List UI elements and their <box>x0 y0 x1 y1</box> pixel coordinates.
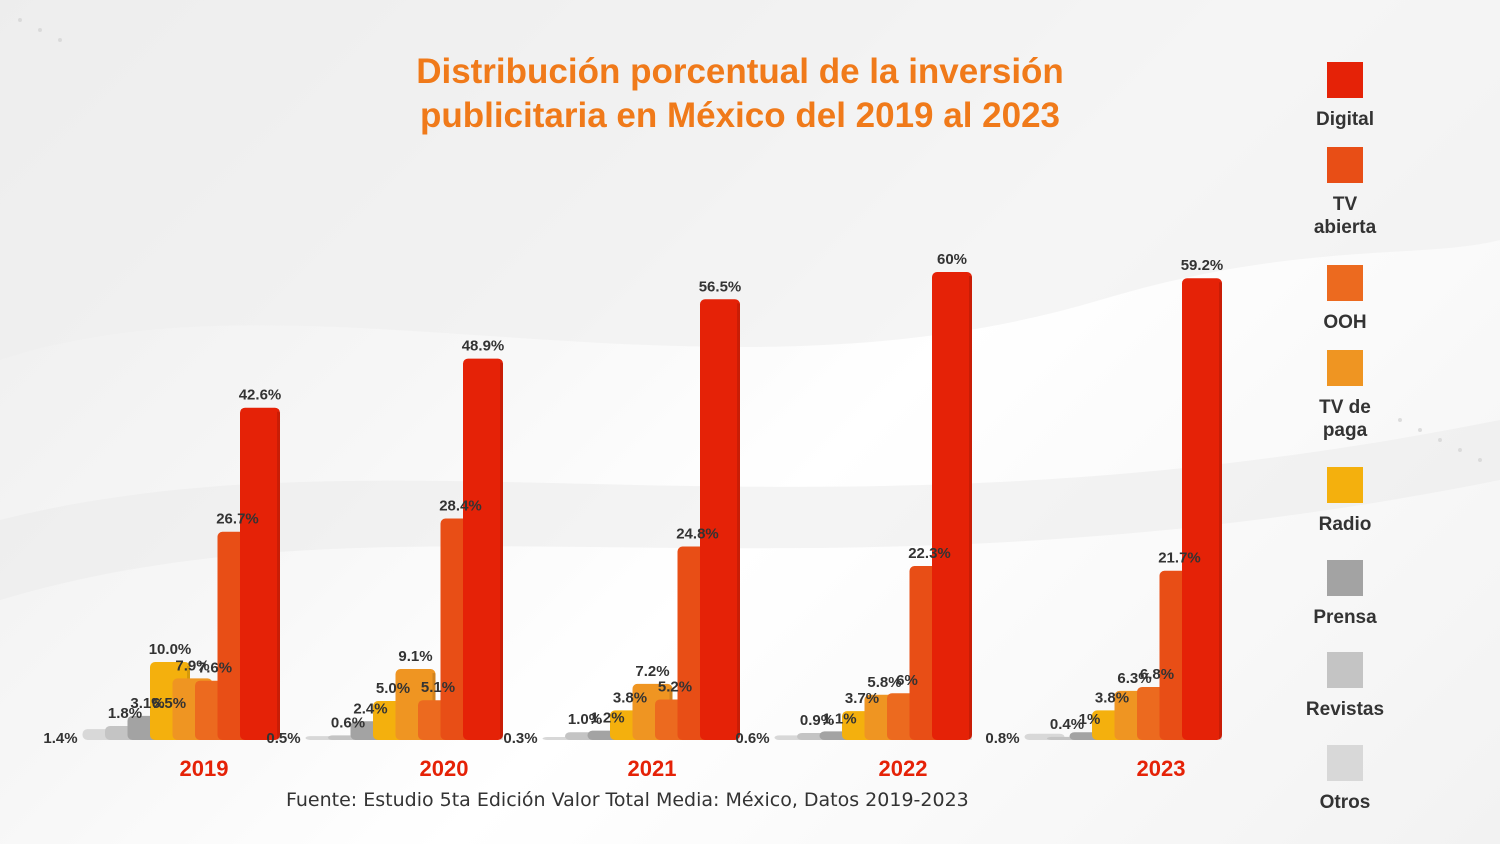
data-label-prensa-2021: 1.2% <box>590 710 624 727</box>
legend-swatch-prensa <box>1327 560 1363 596</box>
bar-digital-2019 <box>240 407 280 740</box>
data-label-ooh-2022: 6% <box>896 672 918 689</box>
data-label-digital-2022: 60% <box>937 251 967 268</box>
data-label-tv-abierta-2019: 26.7% <box>216 511 259 528</box>
data-label-tv-abierta-2020: 28.4% <box>439 497 482 514</box>
data-label-radio-2022: 3.7% <box>845 690 879 707</box>
data-label-radio-2023: 3.8% <box>1095 689 1129 706</box>
legend-swatch-tv-de-paga <box>1327 350 1363 386</box>
legend-label-tv-abierta: TV abierta <box>1313 194 1377 238</box>
data-label-revistas-2021: 1.0% <box>568 711 602 728</box>
data-label-tv-de-paga-2023: 6.3% <box>1117 670 1151 687</box>
data-label-tv-de-paga-2019: 7.9% <box>175 657 209 674</box>
data-label-tv-abierta-2023: 21.7% <box>1158 550 1201 567</box>
bar-shade-digital-2023 <box>1219 282 1222 740</box>
category-label-2021: 2021 <box>628 756 677 781</box>
legend-label-radio: Radio <box>1318 514 1372 535</box>
data-label-prensa-2022: 1.1% <box>822 710 856 727</box>
data-label-extra-2019: 6.5% <box>152 695 186 712</box>
legend-swatch-radio <box>1327 467 1363 503</box>
legend-item-radio: Radio <box>1285 467 1405 536</box>
bar-group-2020 <box>305 358 503 740</box>
legend-swatch-ooh <box>1327 265 1363 301</box>
data-label-revistas-2019: 1.8% <box>108 705 142 722</box>
legend-item-tv-de-paga: TV de paga <box>1285 350 1405 442</box>
legend-swatch-digital <box>1327 62 1363 98</box>
legend-item-digital: Digital <box>1285 62 1405 131</box>
data-label-otros-2023: 0.8% <box>985 730 1019 747</box>
legend-label-digital: Digital <box>1315 109 1375 130</box>
data-label-ooh-2020: 5.1% <box>421 679 455 696</box>
bar-digital-2022 <box>932 272 972 740</box>
bar-shade-digital-2021 <box>737 303 740 740</box>
category-label-2023: 2023 <box>1137 756 1186 781</box>
category-label-2020: 2020 <box>420 756 469 781</box>
bar-shade-digital-2022 <box>969 276 972 740</box>
legend-label-prensa: Prensa <box>1313 607 1377 628</box>
data-label-tv-de-paga-2022: 5.8% <box>867 674 901 691</box>
bar-group-2022 <box>774 272 972 740</box>
data-label-ooh-2019: 7.6% <box>198 660 232 677</box>
data-label-otros-2021: 0.3% <box>503 730 537 747</box>
data-label-ooh-2023: 6.8% <box>1140 666 1174 683</box>
data-label-otros-2020: 0.5% <box>266 730 300 747</box>
category-label-2022: 2022 <box>879 756 928 781</box>
chart-title-line-1: Distribución porcentual de la inversión <box>416 52 1064 91</box>
data-label-tv-abierta-2022: 22.3% <box>908 545 951 562</box>
category-label-2019: 2019 <box>180 756 229 781</box>
data-label-radio-2019: 10.0% <box>149 641 192 658</box>
source-note: Fuente: Estudio 5ta Edición Valor Total … <box>286 789 969 811</box>
data-label-radio-2020: 5.0% <box>376 680 410 697</box>
chart-title: Distribución porcentual de la inversión … <box>290 50 1190 138</box>
bar-group-2023 <box>1024 278 1222 740</box>
legend-item-tv-abierta: TV abierta <box>1285 147 1405 239</box>
data-label-prensa-2020: 2.4% <box>353 700 387 717</box>
data-label-prensa-2019: 3.1% <box>130 695 164 712</box>
legend-label-revistas: Revistas <box>1305 699 1385 720</box>
legend-label-ooh: OOH <box>1323 312 1367 333</box>
bar-shade-digital-2019 <box>277 411 280 740</box>
data-label-digital-2023: 59.2% <box>1181 257 1224 274</box>
data-label-ooh-2021: 5.2% <box>658 678 692 695</box>
data-label-radio-2021: 3.8% <box>613 689 647 706</box>
data-label-revistas-2020: 0.6% <box>331 714 365 731</box>
bar-group-2021 <box>542 299 740 740</box>
data-label-digital-2019: 42.6% <box>239 387 282 404</box>
bar-shade-digital-2020 <box>500 362 503 740</box>
legend-item-revistas: Revistas <box>1285 652 1405 721</box>
legend-swatch-tv-abierta <box>1327 147 1363 183</box>
data-label-revistas-2023: 0.4% <box>1050 716 1084 733</box>
legend-item-otros: Otros <box>1285 745 1405 814</box>
bar-digital-2023 <box>1182 278 1222 740</box>
chart-title-line-2: publicitaria en México del 2019 al 2023 <box>419 96 1061 135</box>
legend-label-tv-de-paga: TV de paga <box>1319 397 1371 441</box>
bar-group-2019 <box>82 407 280 740</box>
data-label-otros-2019: 1.4% <box>43 730 77 747</box>
data-label-digital-2021: 56.5% <box>699 278 742 295</box>
bar-digital-2021 <box>700 299 740 740</box>
data-label-prensa-2023: 1% <box>1079 711 1101 728</box>
data-label-digital-2020: 48.9% <box>462 338 505 355</box>
legend-item-prensa: Prensa <box>1285 560 1405 629</box>
bar-digital-2020 <box>463 358 503 740</box>
legend-item-ooh: OOH <box>1285 265 1405 334</box>
data-label-revistas-2022: 0.9% <box>800 712 834 729</box>
data-label-tv-abierta-2021: 24.8% <box>676 526 719 543</box>
data-label-tv-de-paga-2021: 7.2% <box>635 663 669 680</box>
legend-swatch-otros <box>1327 745 1363 781</box>
legend-label-otros: Otros <box>1319 792 1371 813</box>
data-label-tv-de-paga-2020: 9.1% <box>398 648 432 665</box>
data-label-otros-2022: 0.6% <box>735 730 769 747</box>
legend-swatch-revistas <box>1327 652 1363 688</box>
